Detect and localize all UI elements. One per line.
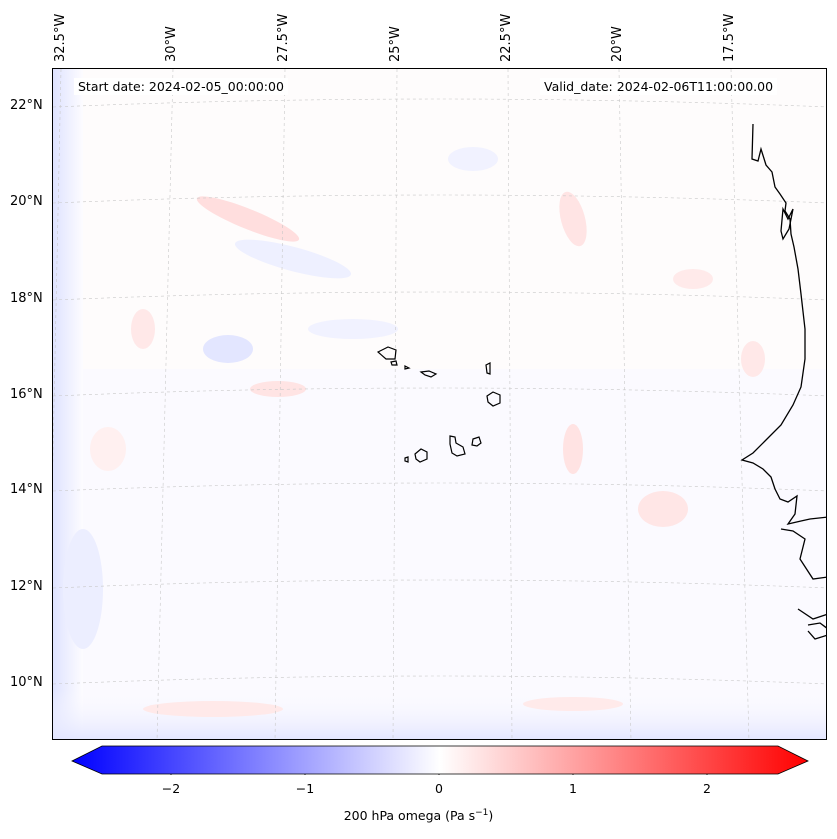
lat-label-14n: 14°N: [10, 482, 43, 497]
lon-label-32-5w: 32.5°W: [53, 13, 68, 62]
lat-label-10n: 10°N: [10, 675, 43, 690]
islands: [376, 346, 501, 463]
lon-label-30w: 30°W: [164, 26, 179, 62]
omega-field: [53, 69, 826, 739]
colorbar-tick-2: 2: [703, 781, 711, 796]
lon-label-20w: 20°W: [610, 26, 625, 62]
colorbar-tick-minus-1: −1: [295, 781, 315, 796]
colorbar-tick-minus-2: −2: [161, 781, 181, 796]
lat-label-16n: 16°N: [10, 387, 43, 402]
lon-label-27-5w: 27.5°W: [276, 13, 291, 62]
graticule: [53, 69, 826, 739]
lat-label-18n: 18°N: [10, 291, 43, 306]
lon-label-22-5w: 22.5°W: [499, 13, 514, 62]
colorbar-tick-0: 0: [435, 781, 443, 796]
lat-label-12n: 12°N: [10, 579, 43, 594]
colorbar-tick-1: 1: [569, 781, 577, 796]
lat-label-22n: 22°N: [10, 98, 43, 113]
colorbar: [71, 745, 809, 775]
lon-label-17-5w: 17.5°W: [722, 13, 737, 62]
coastline: [740, 123, 826, 640]
map-panel[interactable]: [52, 68, 827, 740]
start-date-label: Start date: 2024-02-05_00:00:00: [74, 78, 288, 95]
map-canvas: [53, 69, 826, 739]
valid-date-label: Valid_date: 2024-02-06T11:00:00.00: [540, 78, 778, 95]
colorbar-ticks: [170, 774, 708, 775]
lon-label-25w: 25°W: [388, 26, 403, 62]
colorbar-label: 200 hPa omega (Pa s−1): [343, 808, 494, 824]
lat-label-20n: 20°N: [10, 194, 43, 209]
